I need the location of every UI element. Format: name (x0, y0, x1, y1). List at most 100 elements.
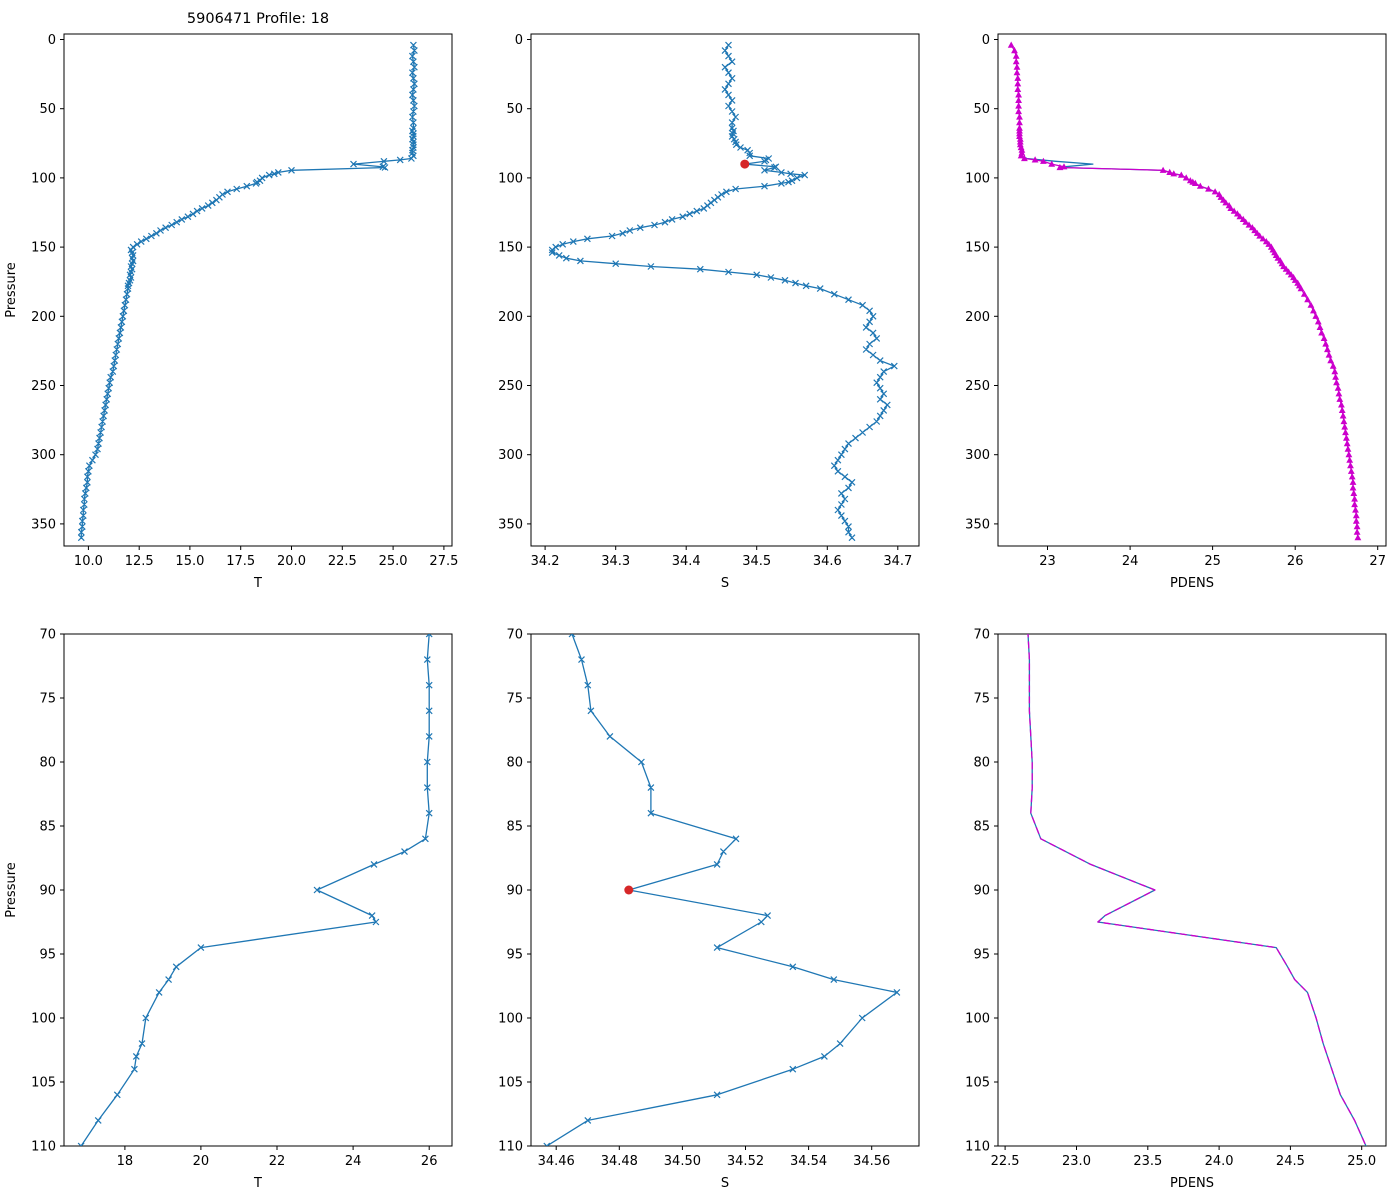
y-tick-label: 300 (965, 448, 990, 463)
series-group (77, 41, 418, 542)
y-tick-label: 80 (973, 756, 990, 771)
x-tick-label: 34.5 (742, 554, 771, 569)
x-tick-label: 23.0 (1062, 1154, 1091, 1169)
cell-salinity-zoom: 34.46 34.48 34.50 34.52 34.54 34.56 70 75 80 85 90… (467, 600, 934, 1200)
y-axis-label: Pressure (4, 862, 19, 918)
y-tick-label: 90 (39, 884, 56, 899)
chart-salinity-zoom: 34.46 34.48 34.50 34.52 34.54 34.56 70 75 80 85 90… (498, 628, 920, 1191)
series-group (1007, 41, 1362, 541)
y-axis-ticks: 0 50 100 150 200 250 300 350 (31, 33, 64, 532)
x-tick-label: 15.0 (175, 554, 204, 569)
x-axis-ticks: 34.46 34.48 34.50 34.52 34.54 34.56 (538, 1146, 890, 1169)
cell-pdens-full: 23 24 25 26 27 0 50 100 150 200 250 300 350 PDENS (934, 0, 1400, 600)
highlight-dot (624, 885, 634, 895)
y-tick-label: 75 (973, 692, 990, 707)
x-axis-label: PDENS (1170, 576, 1214, 591)
x-tick-label: 12.5 (125, 554, 154, 569)
y-tick-label: 95 (39, 948, 56, 963)
y-axis-ticks: 0 50 100 150 200 250 300 350 (498, 33, 531, 532)
x-axis-ticks: 18 20 22 24 26 (117, 1146, 437, 1169)
profile-line-S (545, 634, 898, 1146)
x-tick-label: 23.5 (1133, 1154, 1162, 1169)
y-tick-label: 250 (498, 379, 523, 394)
y-tick-label: 70 (39, 628, 56, 643)
y-tick-label: 75 (506, 692, 523, 707)
x-tick-label: 20 (193, 1154, 210, 1169)
x-tick-label: 22 (269, 1154, 286, 1169)
x-tick-label: 17.5 (226, 554, 255, 569)
x-tick-label: 24.0 (1205, 1154, 1234, 1169)
x-tick-label: 25.0 (379, 554, 408, 569)
y-tick-label: 85 (973, 820, 990, 835)
plot-frame (530, 33, 920, 547)
y-tick-label: 150 (498, 241, 523, 256)
y-tick-label: 200 (965, 310, 990, 325)
y-tick-label: 100 (31, 1012, 56, 1027)
x-tick-label: 22.5 (328, 554, 357, 569)
x-tick-label: 25.0 (1347, 1154, 1376, 1169)
x-tick-label: 34.3 (601, 554, 630, 569)
series-group (543, 634, 901, 1146)
y-tick-label: 110 (498, 1140, 523, 1155)
y-tick-label: 100 (498, 171, 523, 186)
chart-temperature-full: 10.0 12.5 15.0 17.5 20.0 22.5 25.0 27.5 0 50 100 15… (4, 11, 458, 591)
cell-pdens-zoom: 22.5 23.0 23.5 24.0 24.5 25.0 70 75 80 85 90 95 100 1… (934, 600, 1400, 1200)
y-tick-label: 300 (31, 448, 56, 463)
x-tick-label: 10.0 (74, 554, 103, 569)
plot-frame (997, 633, 1387, 1147)
y-axis-ticks: 70 75 80 85 90 95 100 105 110 (31, 628, 64, 1155)
y-tick-label: 200 (31, 310, 56, 325)
y-tick-label: 105 (31, 1076, 56, 1091)
y-tick-label: 110 (965, 1140, 990, 1155)
y-tick-label: 0 (515, 33, 523, 48)
x-tick-label: 34.4 (672, 554, 701, 569)
y-tick-label: 150 (965, 241, 990, 256)
y-tick-label: 250 (31, 379, 56, 394)
y-tick-label: 50 (973, 102, 990, 117)
y-tick-label: 50 (506, 102, 523, 117)
x-tick-label: 18 (117, 1154, 134, 1169)
chart-pdens-full: 23 24 25 26 27 0 50 100 150 200 250 300 350 PDENS (965, 33, 1387, 591)
x-markers (548, 41, 898, 542)
x-tick-label: 24.5 (1276, 1154, 1305, 1169)
y-tick-label: 80 (39, 756, 56, 771)
y-tick-label: 350 (31, 517, 56, 532)
x-tick-label: 24 (345, 1154, 362, 1169)
x-axis-ticks: 22.5 23.0 23.5 24.0 24.5 25.0 (991, 1146, 1376, 1169)
y-tick-label: 200 (498, 310, 523, 325)
x-axis-ticks: 10.0 12.5 15.0 17.5 20.0 22.5 25.0 27.5 (74, 546, 458, 569)
series-group (77, 634, 433, 1146)
profile-line-PDENS_raw (1027, 634, 1367, 1146)
x-tick-label: 22.5 (991, 1154, 1020, 1169)
series-group (548, 41, 898, 542)
y-tick-label: 100 (31, 171, 56, 186)
y-tick-label: 85 (39, 820, 56, 835)
chart-title: 5906471 Profile: 18 (187, 11, 329, 27)
x-tick-label: 20.0 (277, 554, 306, 569)
y-tick-label: 350 (498, 517, 523, 532)
cell-salinity-full: 34.2 34.3 34.4 34.5 34.6 34.7 0 50 100 150 200 250 3… (467, 0, 934, 600)
y-axis-ticks: 70 75 80 85 90 95 100 105 110 (965, 628, 998, 1155)
x-markers (77, 41, 418, 542)
profile-line-T (80, 634, 430, 1146)
y-axis-ticks: 0 50 100 150 200 250 300 350 (965, 33, 998, 532)
plot-frame (997, 33, 1387, 547)
y-tick-label: 100 (965, 171, 990, 186)
chart-pdens-zoom: 22.5 23.0 23.5 24.0 24.5 25.0 70 75 80 85 90 95 100 1… (965, 628, 1387, 1191)
y-tick-label: 100 (498, 1012, 523, 1027)
y-tick-label: 70 (506, 628, 523, 643)
x-tick-label: 26 (1287, 554, 1304, 569)
plot-frame (530, 633, 920, 1147)
y-tick-label: 150 (31, 241, 56, 256)
x-tick-label: 34.2 (531, 554, 560, 569)
y-tick-label: 0 (982, 33, 990, 48)
y-tick-label: 50 (39, 102, 56, 117)
y-axis-label: Pressure (4, 262, 19, 318)
x-tick-label: 34.6 (813, 554, 842, 569)
y-tick-label: 70 (973, 628, 990, 643)
plot-frame (63, 633, 453, 1147)
x-axis-label: T (253, 1176, 262, 1191)
x-axis-label: T (253, 576, 262, 591)
y-tick-label: 75 (39, 692, 56, 707)
cell-temperature-zoom: 18 20 22 24 26 70 75 80 85 90 95 100 105 110 T Pressure (0, 600, 467, 1200)
